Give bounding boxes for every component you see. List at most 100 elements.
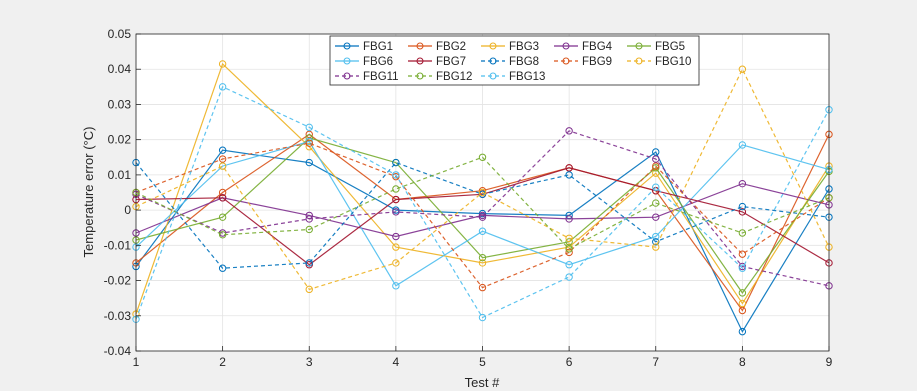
legend-marker bbox=[489, 72, 497, 80]
series-fbg12 bbox=[132, 153, 833, 253]
data-point bbox=[738, 141, 747, 149]
y-tick-label: 0.01 bbox=[108, 168, 132, 182]
legend-item-fbg13: FBG13 bbox=[481, 71, 545, 83]
data-point bbox=[218, 194, 227, 202]
legend-label: FBG4 bbox=[582, 41, 613, 53]
data-point bbox=[218, 188, 227, 197]
data-point bbox=[305, 225, 313, 234]
legend-label: FBG1 bbox=[363, 41, 393, 53]
legend-item-fbg8: FBG8 bbox=[481, 56, 539, 68]
data-point bbox=[652, 213, 660, 221]
data-point bbox=[305, 139, 313, 147]
y-axis: -0.04 -0.03 -0.02 -0.01 0 0.01 0.02 0.03 0.04 0.0… bbox=[104, 27, 141, 358]
data-point bbox=[738, 202, 747, 211]
y-tick-label: 0.04 bbox=[108, 62, 132, 76]
data-point bbox=[738, 250, 747, 258]
series-layer bbox=[132, 60, 833, 336]
data-point bbox=[478, 188, 487, 197]
data-point bbox=[565, 245, 573, 253]
data-point bbox=[565, 164, 573, 172]
x-tick-label: 3 bbox=[306, 355, 313, 369]
data-point bbox=[478, 227, 487, 235]
y-tick-label: 0.05 bbox=[108, 27, 132, 41]
legend-item-fbg1: FBG1 bbox=[335, 41, 393, 53]
series-line bbox=[135, 140, 830, 287]
data-point bbox=[652, 232, 660, 241]
legend-item-fbg11: FBG11 bbox=[335, 71, 399, 83]
data-point bbox=[738, 299, 747, 308]
data-point bbox=[652, 183, 660, 191]
data-point bbox=[305, 285, 313, 294]
legend-marker bbox=[343, 57, 351, 65]
data-point bbox=[565, 127, 573, 135]
legend-marker bbox=[416, 42, 424, 50]
series-line bbox=[135, 62, 830, 315]
x-tick-label: 1 bbox=[133, 355, 140, 369]
data-point bbox=[565, 234, 573, 242]
x-tick-label: 4 bbox=[393, 355, 400, 369]
legend-label: FBG2 bbox=[436, 41, 466, 53]
legend-item-fbg10: FBG10 bbox=[627, 56, 691, 68]
data-point bbox=[565, 215, 573, 223]
data-point bbox=[305, 215, 313, 223]
data-point bbox=[652, 199, 660, 207]
data-point bbox=[478, 253, 487, 262]
y-tick-label: 0.03 bbox=[108, 97, 132, 111]
series-line bbox=[135, 142, 830, 289]
series-line bbox=[135, 183, 830, 238]
legend-marker bbox=[635, 42, 643, 50]
legend: FBG1 FBG2 FBG3 FBG4 FBG5 FBG6 FBG7 FBG8 FBG9 FBG1… bbox=[329, 35, 700, 86]
legend-marker bbox=[562, 57, 570, 65]
data-point bbox=[738, 65, 747, 73]
legend-item-fbg2: FBG2 bbox=[408, 41, 466, 53]
data-point bbox=[392, 243, 400, 251]
series-line bbox=[135, 67, 830, 291]
legend-item-fbg12: FBG12 bbox=[408, 71, 472, 83]
data-point bbox=[652, 162, 660, 170]
data-point bbox=[392, 232, 400, 241]
data-point bbox=[565, 171, 573, 179]
legend-label: FBG10 bbox=[655, 56, 691, 68]
legend-marker bbox=[416, 57, 424, 65]
data-point bbox=[392, 171, 400, 179]
data-point bbox=[738, 264, 747, 272]
data-point bbox=[218, 213, 227, 221]
legend-item-fbg9: FBG9 bbox=[554, 56, 612, 68]
data-point bbox=[478, 259, 487, 267]
data-point bbox=[565, 273, 573, 281]
series-line bbox=[135, 85, 830, 320]
legend-label: FBG5 bbox=[655, 41, 685, 53]
x-tick-label: 6 bbox=[566, 355, 573, 369]
legend-item-fbg3: FBG3 bbox=[481, 41, 539, 53]
legend-label: FBG6 bbox=[363, 56, 393, 68]
legend-item-fbg4: FBG4 bbox=[554, 41, 613, 53]
legend-item-fbg7: FBG7 bbox=[408, 56, 466, 68]
legend-label: FBG7 bbox=[436, 56, 466, 68]
data-point bbox=[218, 264, 227, 272]
data-point bbox=[218, 60, 227, 68]
data-point bbox=[392, 158, 400, 167]
y-tick-label: -0.02 bbox=[104, 274, 132, 288]
data-point bbox=[738, 327, 747, 336]
x-axis: 1 2 3 4 5 6 7 8 9 bbox=[133, 346, 833, 369]
legend-marker bbox=[489, 42, 497, 50]
series-line bbox=[135, 161, 830, 269]
x-tick-label: 9 bbox=[826, 355, 833, 369]
x-axis-label: Test # bbox=[465, 375, 500, 390]
data-point bbox=[478, 153, 487, 161]
legend-marker bbox=[635, 57, 643, 65]
legend-label: FBG8 bbox=[509, 56, 539, 68]
legend-label: FBG13 bbox=[509, 71, 545, 83]
data-point bbox=[392, 195, 400, 204]
data-point bbox=[392, 208, 400, 216]
data-point bbox=[738, 289, 747, 297]
data-point bbox=[738, 229, 747, 237]
data-point bbox=[218, 83, 227, 91]
data-point bbox=[478, 283, 487, 292]
x-tick-label: 2 bbox=[219, 355, 226, 369]
series-fbg10 bbox=[132, 65, 833, 294]
legend-marker bbox=[343, 72, 351, 80]
data-point bbox=[305, 158, 313, 167]
data-point bbox=[392, 282, 400, 290]
legend-item-fbg6: FBG6 bbox=[335, 56, 393, 68]
